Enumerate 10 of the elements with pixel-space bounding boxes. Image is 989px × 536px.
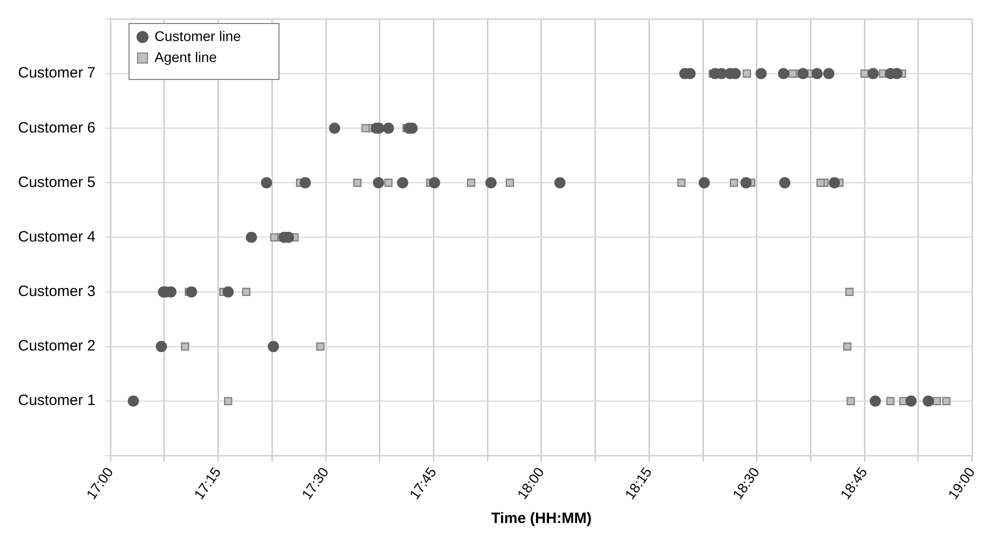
y-tick-label: Customer 2 [18,338,96,355]
y-tick-label: Customer 7 [18,64,96,82]
x-axis-title: Time (HH:MM) [491,510,592,528]
y-tick-label: Customer 3 [18,283,96,300]
y-tick-label: Customer 1 [18,392,96,410]
legend-label: Agent line [154,48,218,65]
legend-label: Customer line [154,28,242,44]
y-tick-label: Customer 5 [18,174,96,191]
y-tick-label: Customer 4 [18,228,96,246]
y-tick-label: Customer 6 [18,119,96,136]
